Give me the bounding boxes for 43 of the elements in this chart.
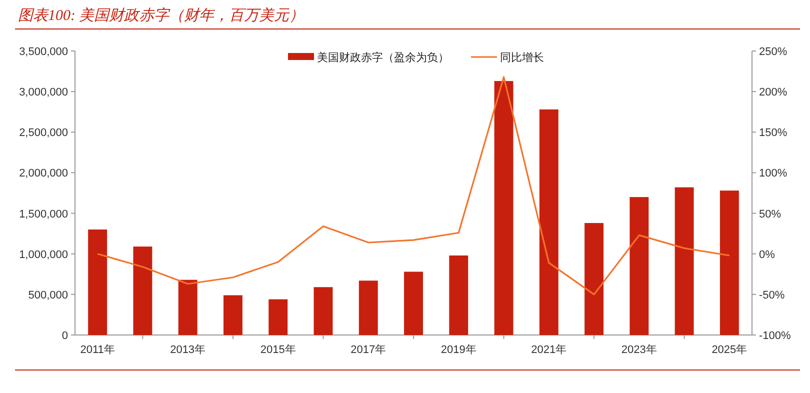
- y-tick-label: 500,000: [28, 289, 68, 302]
- bar: [178, 280, 198, 335]
- y2-tick-label: 0%: [759, 248, 776, 261]
- bar: [720, 190, 739, 335]
- y2-tick-label: 100%: [759, 168, 788, 180]
- x-tick-label: 2013年: [170, 344, 206, 356]
- y-tick-label: 3,500,000: [19, 46, 68, 58]
- y-tick-label: 1,500,000: [19, 208, 68, 220]
- y-tick-label: 3,000,000: [19, 86, 68, 99]
- x-tick-label: 2019年: [440, 344, 476, 356]
- line-series: [96, 76, 730, 296]
- bar: [539, 109, 558, 335]
- x-tick-label: 2015年: [260, 344, 296, 356]
- bar: [494, 81, 514, 335]
- bar: [449, 255, 468, 335]
- y2-tick-label: 150%: [759, 127, 788, 140]
- bar: [404, 272, 423, 335]
- x-tick-label: 2023年: [621, 344, 657, 356]
- bar: [584, 223, 604, 335]
- legend-label: 美国财政赤字（盈余为负）: [317, 51, 449, 64]
- y-tick-label: 2,000,000: [19, 168, 68, 180]
- bar: [314, 287, 333, 335]
- y2-tick-label: -100%: [759, 330, 792, 342]
- bar: [630, 197, 649, 335]
- y2-tick-label: 50%: [759, 208, 782, 220]
- y2-tick-label: 250%: [759, 46, 788, 58]
- y-tick-label: 1,000,000: [19, 248, 68, 261]
- bar: [674, 187, 694, 335]
- bar: [88, 230, 108, 335]
- y2-tick-label: -50%: [759, 289, 785, 302]
- y-tick-label: 2,500,000: [19, 127, 68, 140]
- y2-tick-label: 200%: [759, 86, 788, 99]
- x-tick-label: 2025年: [712, 344, 748, 356]
- legend-label: 同比增长: [500, 51, 544, 64]
- bar: [223, 295, 242, 335]
- x-tick-label: 2017年: [350, 344, 386, 356]
- bar: [358, 280, 378, 335]
- x-tick-label: 2011年: [80, 344, 115, 356]
- bar: [133, 246, 152, 335]
- x-tick-label: 2021年: [531, 344, 567, 356]
- bar: [268, 299, 288, 335]
- y-tick-label: 0: [62, 330, 68, 342]
- chart-title: 图表100: 美国财政赤字（财年，百万美元）: [18, 7, 304, 24]
